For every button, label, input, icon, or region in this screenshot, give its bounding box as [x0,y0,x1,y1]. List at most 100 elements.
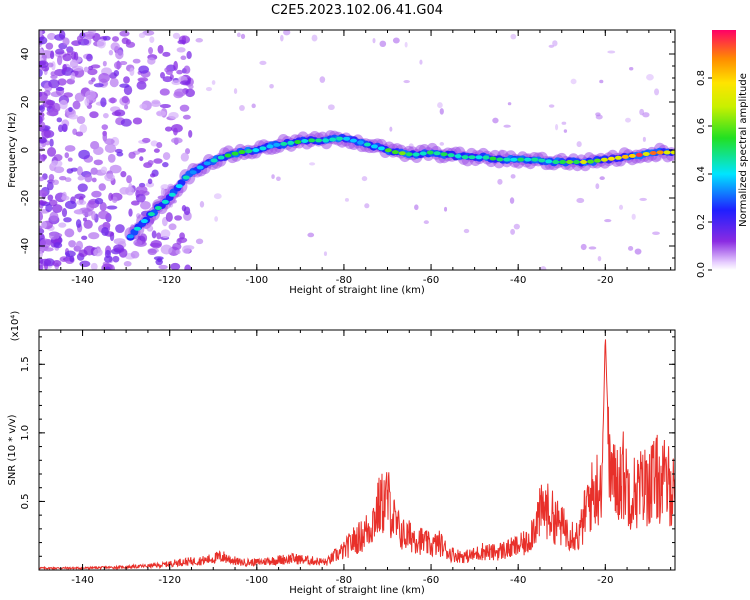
ridge-core [580,160,588,164]
ridge-core [635,152,643,157]
noise-speckle [39,238,51,249]
noise-speckle [45,42,54,50]
ridge-core [670,150,675,155]
snr-series-line [39,339,675,570]
y-tick-label: -20 [20,190,31,206]
noise-speckle [109,72,117,79]
noise-speckle [629,67,634,71]
spectrogram-y-label: Frequency (Hz) [7,112,18,188]
ridge-core [356,140,364,145]
ridge-core [517,157,525,162]
noise-speckle [98,72,110,83]
noise-speckle [403,79,410,84]
noise-speckle [111,111,122,116]
noise-speckle [492,117,499,124]
noise-speckle [176,47,186,53]
noise-speckle [164,126,173,132]
ridge-core [426,150,434,155]
ridge-core [377,146,385,151]
ridge-core [175,184,183,189]
noise-speckle [58,30,66,40]
noise-speckle [79,260,91,268]
noise-speckle [111,196,118,203]
noise-speckle [158,264,168,270]
noise-speckle [141,137,151,143]
noise-speckle [597,256,602,262]
ridge-core [370,144,378,149]
noise-speckle [53,242,63,249]
ridge-core [538,158,546,163]
noise-speckle [102,113,109,119]
noise-speckle [148,47,154,55]
noise-speckle [103,255,113,263]
noise-speckle [57,78,67,86]
noise-speckle [50,160,63,168]
noise-speckle [599,176,605,181]
ridge-core [642,151,650,156]
noise-speckle [39,104,45,113]
ridge-core [607,156,615,161]
noise-speckle [160,72,166,79]
noise-speckle [115,49,124,60]
noise-speckle [108,49,114,56]
noise-speckle [184,264,192,270]
noise-speckle [625,117,631,123]
noise-speckle [39,264,44,270]
noise-speckle [108,192,114,201]
noise-speckle [67,157,73,162]
ridge-core [343,136,351,141]
ridge-core [147,212,155,217]
noise-speckle [319,76,326,83]
noise-speckle [269,84,274,89]
colorbar-gradient [712,30,736,270]
noise-speckle [47,194,54,201]
ridge-core [154,205,162,210]
noise-speckle [138,32,146,39]
noise-speckle [576,197,585,204]
noise-speckle [39,211,44,222]
noise-speckle [39,200,48,205]
ridge-core [273,142,281,147]
noise-speckle [96,39,106,49]
noise-speckle [39,250,44,258]
colorbar-tick-label: 0.6 [696,118,707,134]
ridge-core [126,234,134,239]
noise-speckle [136,80,147,90]
noise-speckle [94,197,104,205]
noise-speckle [214,216,219,222]
noise-speckle [162,152,171,160]
ridge-core [315,138,323,143]
y-tick-label: 0.5 [20,493,31,509]
ridge-core [405,152,413,157]
noise-speckle [87,68,98,76]
noise-speckle [182,114,191,120]
noise-speckle [39,142,43,148]
noise-speckle [147,178,153,185]
ridge-core [600,157,608,162]
noise-speckle [171,137,183,144]
noise-speckle [101,226,109,236]
ridge-core [468,155,476,160]
noise-speckle [39,138,48,143]
noise-speckle [211,80,216,85]
ridge-core [196,165,204,170]
spectrogram-x-label: Height of straight line (km) [289,285,425,296]
ridge-core [384,148,392,153]
ridge-core [350,138,358,143]
ridge-core [614,155,622,160]
noise-speckle [119,30,130,37]
noise-speckle [52,179,59,186]
noise-speckle [137,147,146,153]
x-tick-label: -80 [336,575,352,586]
noise-speckle [71,51,77,60]
noise-speckle [93,146,104,156]
noise-speckle [162,76,173,83]
noise-speckle [176,238,182,245]
noise-speckle [61,123,68,133]
noise-speckle [510,174,516,179]
noise-speckle [81,235,88,241]
noise-speckle [156,232,162,240]
noise-speckle [185,148,191,155]
noise-speckle [100,97,107,108]
noise-speckle [91,190,102,198]
